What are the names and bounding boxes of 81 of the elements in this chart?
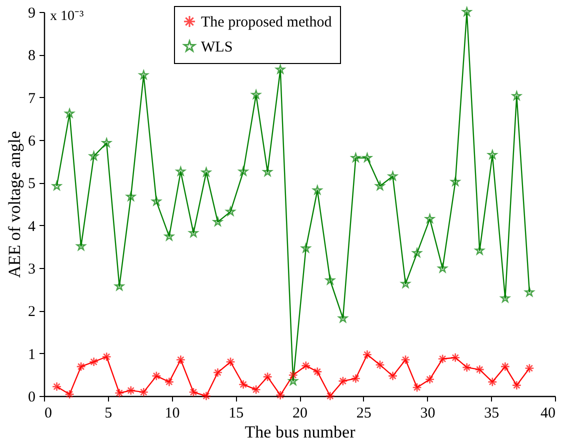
point	[226, 357, 236, 367]
x-tick-label: 20	[292, 406, 308, 422]
y-tick-label: 3	[28, 262, 36, 278]
y-tick-label: 4	[28, 218, 36, 235]
point	[512, 380, 522, 390]
x-tick-label: 35	[484, 406, 500, 422]
y-tick-label: 8	[28, 48, 36, 64]
point	[350, 374, 361, 384]
point	[102, 352, 112, 362]
point	[338, 314, 348, 322]
point	[102, 138, 112, 148]
point	[450, 352, 460, 362]
point	[276, 390, 286, 400]
point	[188, 387, 198, 397]
y-tick-label: 9	[28, 6, 36, 22]
point	[375, 360, 385, 370]
legend-label: The proposed method	[201, 14, 332, 30]
point	[201, 391, 212, 401]
point	[226, 206, 236, 216]
x-tick-label: 0	[44, 406, 52, 422]
point	[438, 354, 448, 364]
x-tick-label: 5	[104, 406, 112, 422]
point	[64, 389, 74, 400]
point	[462, 362, 472, 372]
x-tick-label: 40	[540, 406, 556, 422]
point	[152, 196, 162, 206]
point	[262, 372, 272, 382]
point	[138, 387, 148, 397]
point	[251, 90, 261, 99]
point	[312, 366, 322, 377]
legend-label: WLS	[201, 40, 233, 56]
y-tick-label: 7	[28, 90, 36, 107]
point	[524, 363, 534, 374]
point	[76, 241, 86, 250]
point	[52, 382, 62, 392]
point	[262, 167, 272, 176]
point	[238, 380, 248, 390]
y-tick-label: 1	[28, 346, 36, 363]
point	[400, 354, 410, 365]
point	[114, 388, 124, 398]
x-tick-label: 10	[164, 406, 180, 422]
point	[488, 150, 498, 159]
point	[301, 244, 311, 252]
point	[524, 287, 534, 296]
x-tick-label: 25	[356, 406, 372, 422]
point	[64, 108, 74, 118]
y-tick-label: 0	[28, 390, 36, 406]
y-tick-label: 6	[28, 134, 36, 150]
point	[152, 371, 162, 381]
point	[88, 357, 99, 367]
point	[176, 354, 186, 365]
point	[212, 368, 223, 378]
point	[375, 181, 385, 190]
point	[76, 362, 86, 372]
point	[188, 228, 198, 238]
y-tick-label: 5	[28, 176, 36, 192]
point	[325, 391, 335, 401]
point	[288, 370, 298, 380]
point	[412, 382, 422, 392]
point	[301, 360, 311, 371]
point	[288, 376, 298, 386]
point	[251, 384, 261, 394]
y-tick-label: 2	[28, 304, 36, 320]
point	[388, 371, 398, 381]
point	[400, 278, 410, 288]
point	[362, 350, 372, 360]
point	[438, 264, 448, 272]
point	[338, 376, 348, 386]
point	[500, 362, 510, 372]
point	[474, 364, 484, 374]
point	[412, 248, 422, 258]
x-axis-title: The bus number	[244, 422, 356, 442]
annotation: x 10⁻³	[50, 9, 84, 24]
x-tick-label: 30	[420, 406, 436, 422]
y-axis-title: AEE of voltage angle	[5, 131, 24, 278]
point	[424, 374, 435, 384]
point	[488, 377, 498, 387]
point	[126, 386, 136, 396]
x-tick-label: 15	[228, 406, 244, 422]
point	[312, 186, 322, 194]
point	[164, 377, 174, 387]
